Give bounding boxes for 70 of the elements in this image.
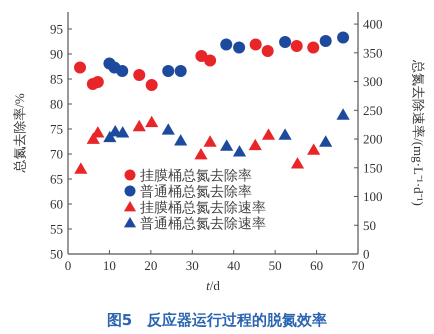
point: [145, 116, 158, 128]
point: [92, 76, 104, 88]
point: [336, 108, 350, 120]
point: [204, 135, 217, 147]
y2-tick-label: 150: [363, 160, 382, 176]
y2-tick-label: 250: [363, 102, 382, 118]
point: [174, 65, 187, 77]
point: [162, 65, 174, 77]
y-tick-label: 60: [50, 196, 63, 212]
y-tick-label: 50: [50, 246, 63, 262]
point: [248, 138, 262, 150]
y2-tick-label: 50: [363, 218, 376, 233]
y-axis-title: 总氮去除率/%: [12, 93, 27, 174]
legend-label: 普通桶总氮去除速率: [140, 215, 266, 232]
y-tick-label: 90: [50, 46, 63, 62]
y-tick-label: 75: [50, 122, 63, 136]
y-tick-label: 65: [50, 172, 63, 186]
x-tick-label: 70: [352, 258, 364, 273]
x-tick-label: 30: [186, 258, 199, 273]
legend-label: 普通桶总氮去除率: [140, 183, 252, 200]
point: [232, 145, 246, 156]
point: [195, 50, 208, 62]
point: [290, 157, 304, 169]
x-tick-label: 40: [227, 258, 240, 273]
point: [279, 36, 292, 48]
point: [233, 42, 246, 54]
y2-tick-label: 200: [363, 132, 382, 147]
point: [250, 38, 262, 50]
point: [204, 54, 216, 66]
x-axis-title: t/d: [206, 278, 220, 293]
point: [307, 143, 320, 155]
point: [116, 126, 130, 138]
legend-label: 挂膜桶总氮去除速率: [140, 200, 266, 216]
y-tick-label: 70: [50, 146, 63, 162]
y-tick-label: 80: [50, 96, 63, 112]
y2-tick-label: 100: [363, 189, 382, 204]
x-tick-label: 10: [102, 258, 116, 273]
legend-label: 挂膜桶总氮去除率: [140, 168, 252, 184]
text: 图5 反应器运行过程的脱氮效率: [106, 311, 328, 329]
y2-tick-label: 300: [363, 74, 382, 90]
point: [194, 148, 208, 160]
x-tick-label: 60: [310, 258, 324, 273]
point: [162, 123, 175, 135]
y-tick-label: 55: [50, 222, 63, 236]
y2-tick-label: 400: [363, 16, 382, 32]
point: [262, 45, 274, 57]
y2-tick-label: 350: [363, 45, 382, 60]
point: [74, 162, 88, 174]
point: [146, 79, 158, 91]
point: [132, 120, 146, 132]
y-tick-label: 95: [50, 22, 63, 36]
point: [319, 135, 332, 147]
point: [220, 38, 232, 50]
point: [133, 69, 146, 81]
point: [116, 65, 128, 77]
point: [307, 42, 320, 54]
point: [262, 128, 276, 140]
point: [74, 62, 86, 74]
point: [320, 35, 332, 47]
point: [337, 32, 350, 44]
point: [278, 128, 292, 140]
y2-tick-label: 0: [363, 246, 370, 262]
point: [290, 40, 303, 52]
x-tick-label: 20: [144, 258, 158, 273]
point: [174, 134, 188, 146]
x-tick-label: 50: [268, 258, 282, 273]
y2-axis-title: 总氮去除速率/(mg·L⁻¹·d⁻¹): [411, 59, 426, 206]
x-tick-label: 0: [64, 258, 72, 273]
point: [220, 139, 234, 151]
y-tick-label: 85: [50, 72, 63, 86]
